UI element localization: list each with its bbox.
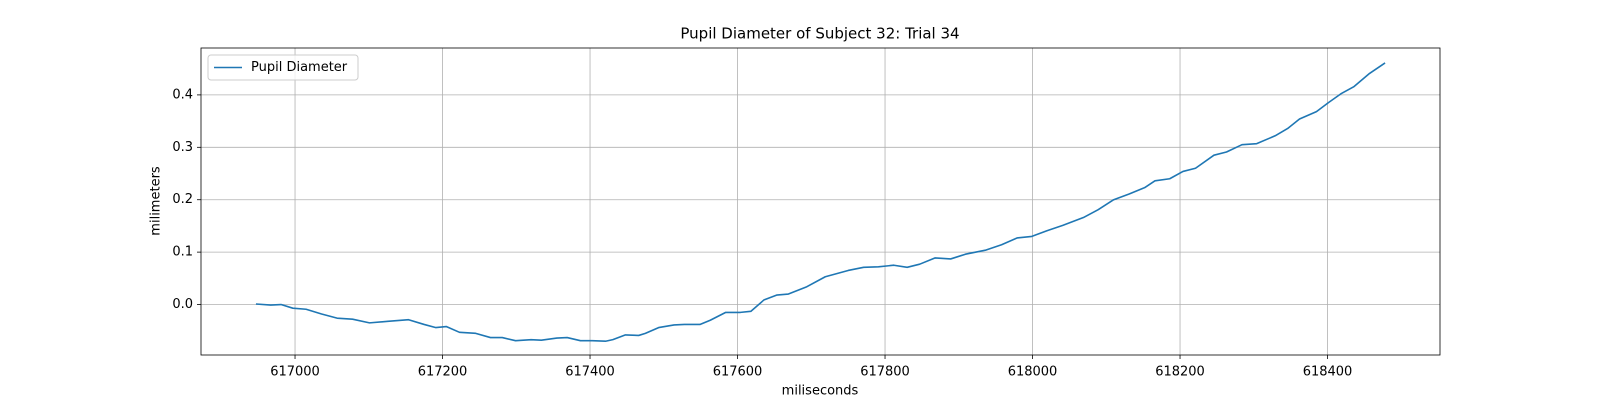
x-tick-label: 617400 [565,365,615,380]
data-line [255,62,1386,343]
x-tick-label: 618400 [1303,365,1353,380]
x-tick-label: 617200 [418,365,468,380]
x-tick-label: 618200 [1155,365,1205,380]
x-tick-label: 617000 [270,365,320,380]
y-axis-label: milimeters [149,166,164,236]
y-tick-label: 0.3 [172,140,193,155]
y-tick-label: 0.0 [172,297,193,312]
x-tick-label: 617600 [713,365,763,380]
x-tick-label: 617800 [860,365,910,380]
plot-frame [200,47,1441,356]
legend-box [207,54,359,81]
y-tick-label: 0.4 [172,87,193,102]
x-axis-label: miliseconds [782,384,859,399]
legend: Pupil Diameter [207,54,359,81]
y-tick-label: 0.1 [172,245,193,260]
legend-label: Pupil Diameter [251,60,348,75]
chart-title: Pupil Diameter of Subject 32: Trial 34 [680,25,959,43]
x-tick-label: 618000 [1008,365,1058,380]
y-tick-label: 0.2 [172,192,193,207]
